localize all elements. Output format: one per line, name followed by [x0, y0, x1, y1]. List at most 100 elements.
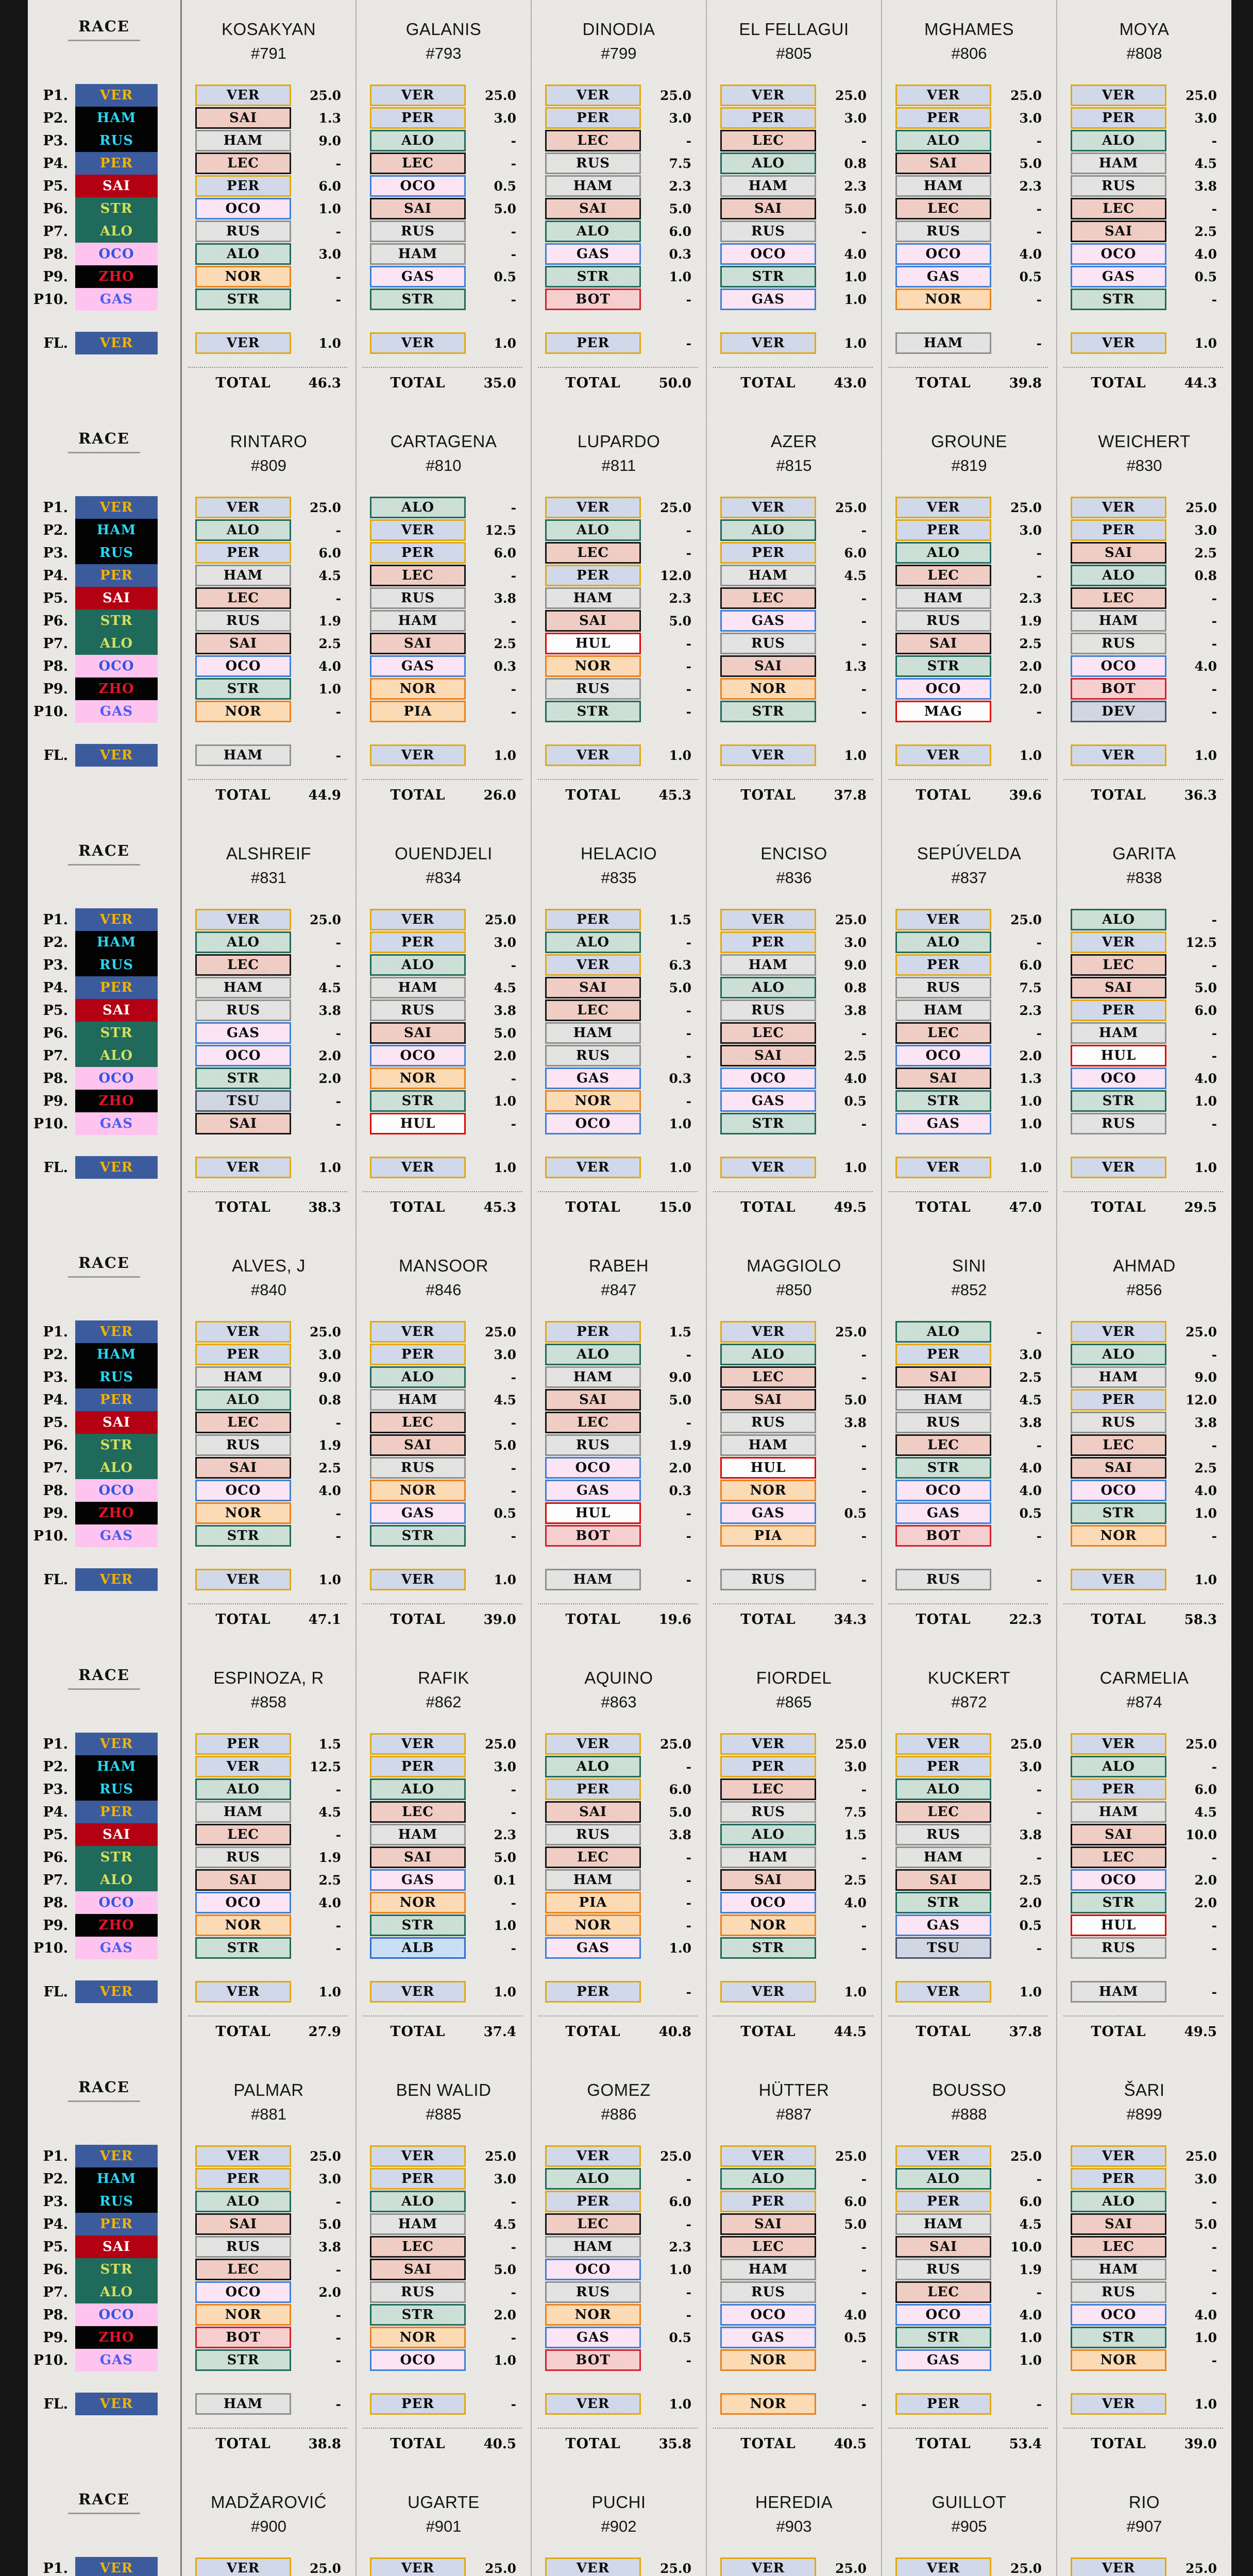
fastest-lap-prediction-row: VER 1.0: [357, 332, 531, 354]
fastest-lap-driver-cell: VER: [720, 1157, 816, 1178]
prediction-points: -: [1211, 1116, 1217, 1131]
fastest-lap-points: 1.0: [494, 335, 517, 351]
prediction-points: 5.0: [318, 2216, 342, 2232]
predicted-driver-cell: VER: [370, 909, 466, 930]
player-name: RAFIK: [418, 1668, 469, 1687]
prediction-points: -: [335, 704, 341, 719]
predicted-driver-cell: PER: [195, 542, 291, 564]
total-value: 26.0: [483, 787, 516, 803]
predicted-driver-cell: VER: [370, 2557, 466, 2576]
predicted-driver-cell: STR: [195, 1525, 291, 1547]
predicted-driver-cell: TSU: [195, 1090, 291, 1112]
total-label: TOTAL: [916, 375, 971, 391]
race-header-label: RACE: [68, 1254, 140, 1278]
prediction-row: SAI 5.0: [707, 2213, 881, 2235]
prediction-points: -: [861, 224, 867, 239]
race-header-label: RACE: [68, 2078, 140, 2102]
fastest-lap-prediction-row: VER 1.0: [182, 1980, 355, 2003]
total-divider: [538, 1603, 698, 1604]
prediction-points: -: [1036, 545, 1042, 561]
predicted-driver-cell: VER: [195, 2145, 291, 2167]
prediction-points: -: [1211, 2194, 1217, 2209]
prediction-row: STR 1.0: [182, 677, 355, 700]
predicted-driver-cell: RUS: [1071, 1113, 1166, 1134]
prediction-points: -: [1211, 1940, 1217, 1956]
race-result-row: P10. GAS: [28, 700, 180, 723]
prediction-points: 12.0: [660, 568, 691, 583]
player-column: OUENDJELI #834 VER 25.0 PER 3.0 ALO - HAM 4.5 RUS 3…: [355, 824, 531, 1236]
prediction-row: VER 25.0: [532, 2557, 706, 2576]
predicted-driver-cell: LEC: [895, 198, 991, 219]
fastest-lap-driver-cell: PER: [545, 332, 641, 354]
predicted-driver-cell: LEC: [720, 1366, 816, 1388]
predicted-driver-cell: SAI: [1071, 977, 1166, 998]
prediction-points: 9.0: [318, 1369, 342, 1385]
predicted-driver-cell: RUS: [370, 221, 466, 242]
prediction-points: -: [1211, 2352, 1217, 2368]
predicted-driver-cell: ALO: [720, 2168, 816, 2190]
predicted-driver-cell: RUS: [195, 1846, 291, 1868]
position-label: P1.: [43, 499, 69, 516]
predicted-driver-cell: OCO: [895, 678, 991, 700]
prediction-points: 2.5: [1019, 1369, 1042, 1385]
prediction-points: -: [335, 1415, 341, 1430]
total-label: TOTAL: [390, 787, 446, 803]
predicted-driver-cell: RUS: [1071, 1412, 1166, 1433]
prediction-points: -: [1036, 1528, 1042, 1544]
predicted-driver-cell: PER: [895, 954, 991, 976]
total-value: 34.3: [834, 1612, 867, 1628]
player-column: MANSOOR #846 VER 25.0 PER 3.0 ALO - HAM 4.5 LEC - SA…: [355, 1236, 531, 1649]
player-name: PALMAR: [233, 2080, 304, 2099]
player-column: MGHAMES #806 VER 25.0 PER 3.0 ALO - SAI 5.0 HAM 2.3…: [881, 0, 1056, 412]
total-divider: [713, 779, 873, 780]
player-number: #905: [951, 2517, 987, 2535]
predicted-driver-cell: VER: [370, 1321, 466, 1343]
predicted-driver-cell: STR: [720, 1113, 816, 1134]
prediction-points: 4.5: [318, 568, 342, 583]
position-label: P8.: [43, 246, 69, 262]
prediction-row: SAI 2.5: [882, 632, 1056, 655]
predicted-driver-cell: PER: [1071, 1778, 1166, 1800]
player-number: #830: [1126, 456, 1162, 474]
prediction-points: 1.9: [318, 1437, 342, 1453]
predicted-driver-cell: VER: [720, 84, 816, 106]
predicted-driver-cell: ALO: [895, 931, 991, 953]
race-result-row: P7. ALO: [28, 2281, 180, 2303]
player-column: DINODIA #799 VER 25.0 PER 3.0 LEC - RUS 7.5 HAM 2.3…: [531, 0, 706, 412]
prediction-list: ALO - VER 12.5 PER 6.0 LEC - RUS 3.8 HAM - SAI 2.5 GAS…: [357, 496, 531, 723]
predicted-driver-cell: RUS: [720, 1801, 816, 1823]
predicted-driver-cell: OCO: [195, 1892, 291, 1913]
predicted-driver-cell: STR: [545, 701, 641, 722]
prediction-points: -: [1211, 1528, 1217, 1544]
fastest-lap-prediction-row: HAM -: [882, 332, 1056, 354]
prediction-row: VER 12.5: [357, 519, 531, 541]
prediction-row: NOR -: [182, 265, 355, 288]
prediction-points: -: [335, 2330, 341, 2345]
prediction-row: LEC -: [707, 1778, 881, 1801]
prediction-row: STR 1.0: [882, 1090, 1056, 1112]
race-header: RACE: [28, 1254, 180, 1278]
race-driver-cell: ALO: [75, 220, 158, 243]
prediction-row: ALO -: [1057, 1343, 1231, 1366]
total-label: TOTAL: [390, 1199, 446, 1215]
prediction-points: -: [1036, 568, 1042, 583]
prediction-points: 25.0: [310, 88, 341, 103]
predicted-driver-cell: HAM: [895, 587, 991, 609]
prediction-points: -: [1036, 2171, 1042, 2187]
prediction-row: ALO -: [532, 1755, 706, 1778]
prediction-points: 25.0: [1186, 2148, 1217, 2164]
prediction-list: VER 25.0 PER 3.0 HAM 9.0 ALO 0.8 RUS 3.8 LEC - SAI 2.…: [707, 908, 881, 1135]
prediction-row: OCO 4.0: [882, 243, 1056, 265]
total-value: 37.8: [834, 787, 867, 803]
prediction-points: 7.5: [669, 156, 692, 171]
prediction-points: 4.0: [1194, 2307, 1217, 2323]
prediction-row: PER 1.5: [532, 908, 706, 931]
prediction-list: PER 1.5 ALO - VER 6.3 SAI 5.0 LEC - HAM - RUS - GAS 0.3…: [532, 908, 706, 1135]
prediction-row: SAI 2.5: [182, 632, 355, 655]
fastest-lap-points: -: [861, 1572, 867, 1587]
prediction-row: GAS 0.3: [532, 243, 706, 265]
prediction-points: 6.0: [494, 545, 517, 561]
player-name: MADŽAROVIĆ: [210, 2493, 327, 2512]
prediction-row: NOR -: [357, 2326, 531, 2349]
